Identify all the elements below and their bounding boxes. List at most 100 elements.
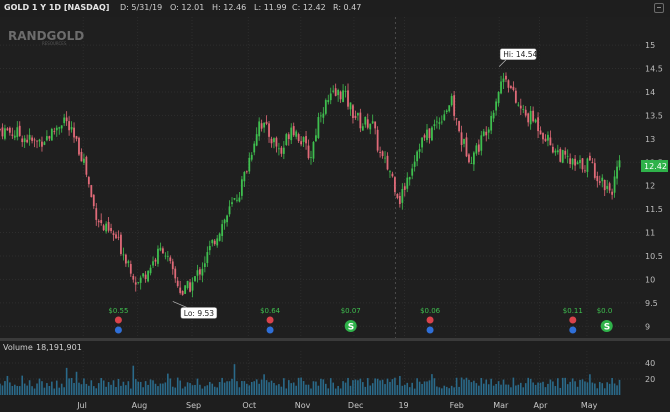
- candle-body: [593, 163, 596, 178]
- volume-bar: [147, 384, 149, 395]
- volume-bar: [171, 386, 174, 395]
- volume-bar: [302, 381, 305, 395]
- y-tick-label: 9.5: [645, 299, 658, 308]
- x-tick-label: Mar: [493, 401, 509, 410]
- volume-bar: [290, 383, 293, 395]
- volume-bar: [144, 381, 147, 395]
- candle-body: [201, 268, 204, 276]
- volume-bar: [475, 383, 478, 395]
- candle-body: [231, 202, 233, 205]
- volume-bar: [241, 381, 243, 395]
- volume-bar: [418, 381, 421, 395]
- volume-bar: [332, 382, 335, 395]
- volume-bar: [448, 388, 451, 395]
- volume-bar: [349, 385, 352, 395]
- volume-bar: [431, 374, 433, 395]
- volume-bar: [268, 382, 270, 395]
- candle-body: [41, 141, 43, 147]
- volume-bar: [53, 388, 56, 395]
- volume-bar: [320, 378, 322, 395]
- x-tick-label: Dec: [348, 401, 363, 410]
- volume-bar: [174, 387, 177, 395]
- volume-bar: [579, 379, 581, 395]
- x-tick-label: Oct: [242, 401, 256, 410]
- volume-bar: [211, 383, 214, 395]
- volume-bar: [258, 383, 260, 395]
- candle-body: [255, 134, 258, 146]
- candle-body: [591, 162, 594, 164]
- volume-bar: [411, 382, 413, 395]
- volume-bar: [250, 381, 253, 395]
- candle-body: [4, 128, 6, 139]
- candle-body: [505, 75, 507, 80]
- volume-bar: [236, 381, 238, 395]
- candle-body: [164, 255, 167, 257]
- candle-body: [208, 245, 211, 251]
- candle-body: [551, 146, 554, 153]
- annotation-leader: [498, 59, 507, 67]
- candle-body: [470, 163, 473, 164]
- candle-body: [349, 102, 352, 110]
- candle-body: [223, 219, 226, 224]
- candle-body: [549, 137, 552, 146]
- candle-body: [386, 155, 389, 170]
- volume-bar: [95, 388, 98, 395]
- candle-body: [174, 268, 177, 279]
- candle-body: [36, 140, 38, 142]
- volume-bar: [441, 388, 443, 395]
- volume-bar: [458, 386, 460, 395]
- volume-bar: [329, 378, 332, 395]
- candle-body: [598, 181, 601, 183]
- candle-body: [149, 267, 152, 274]
- volume-bar: [438, 387, 441, 395]
- y-tick-label: 9: [645, 322, 650, 331]
- volume-bar: [478, 385, 480, 395]
- candle-body: [216, 238, 219, 246]
- candle-body: [547, 134, 549, 141]
- volume-bar: [68, 378, 70, 395]
- candle-body: [53, 131, 56, 132]
- volume-bar: [273, 382, 275, 395]
- candle-body: [539, 130, 542, 135]
- candle-body: [389, 171, 391, 173]
- candle-body: [433, 124, 436, 127]
- candle-body: [431, 127, 433, 141]
- volume-bar: [371, 383, 374, 395]
- volume-bar: [581, 379, 584, 395]
- candle-body: [75, 136, 78, 139]
- candle-body: [186, 280, 189, 289]
- volume-bar: [468, 379, 470, 395]
- collapse-icon[interactable]: [654, 3, 664, 13]
- candle-body: [55, 127, 58, 131]
- volume-bar: [208, 381, 211, 395]
- volume-bar: [561, 377, 564, 395]
- candle-body: [517, 104, 520, 106]
- candle-body: [282, 147, 285, 154]
- candle-body: [211, 239, 214, 244]
- volume-bar: [186, 382, 189, 395]
- volume-bar: [120, 385, 122, 395]
- candle-body: [487, 129, 490, 133]
- volume-bar: [552, 381, 554, 395]
- candle-body: [322, 113, 325, 118]
- volume-bar: [127, 381, 130, 395]
- candle-body: [203, 263, 206, 267]
- candle-body: [162, 248, 164, 254]
- candle-body: [339, 91, 342, 100]
- volume-bar: [557, 378, 559, 395]
- volume-bar: [78, 382, 80, 395]
- volume-bar: [162, 383, 164, 395]
- candle-body: [6, 128, 9, 131]
- volume-bar: [270, 380, 273, 395]
- volume-bar: [233, 364, 236, 395]
- candle-body: [554, 150, 557, 153]
- symbol-label: GOLD 1 Y 1D [NASDAQ]: [4, 3, 110, 12]
- candle-body: [297, 134, 300, 142]
- candle-body: [475, 145, 478, 154]
- candle-body: [601, 177, 604, 182]
- volume-bar: [480, 378, 483, 395]
- volume-bar: [554, 386, 557, 395]
- candle-body: [522, 109, 525, 110]
- candle-body: [80, 151, 83, 162]
- volume-bar: [601, 383, 604, 395]
